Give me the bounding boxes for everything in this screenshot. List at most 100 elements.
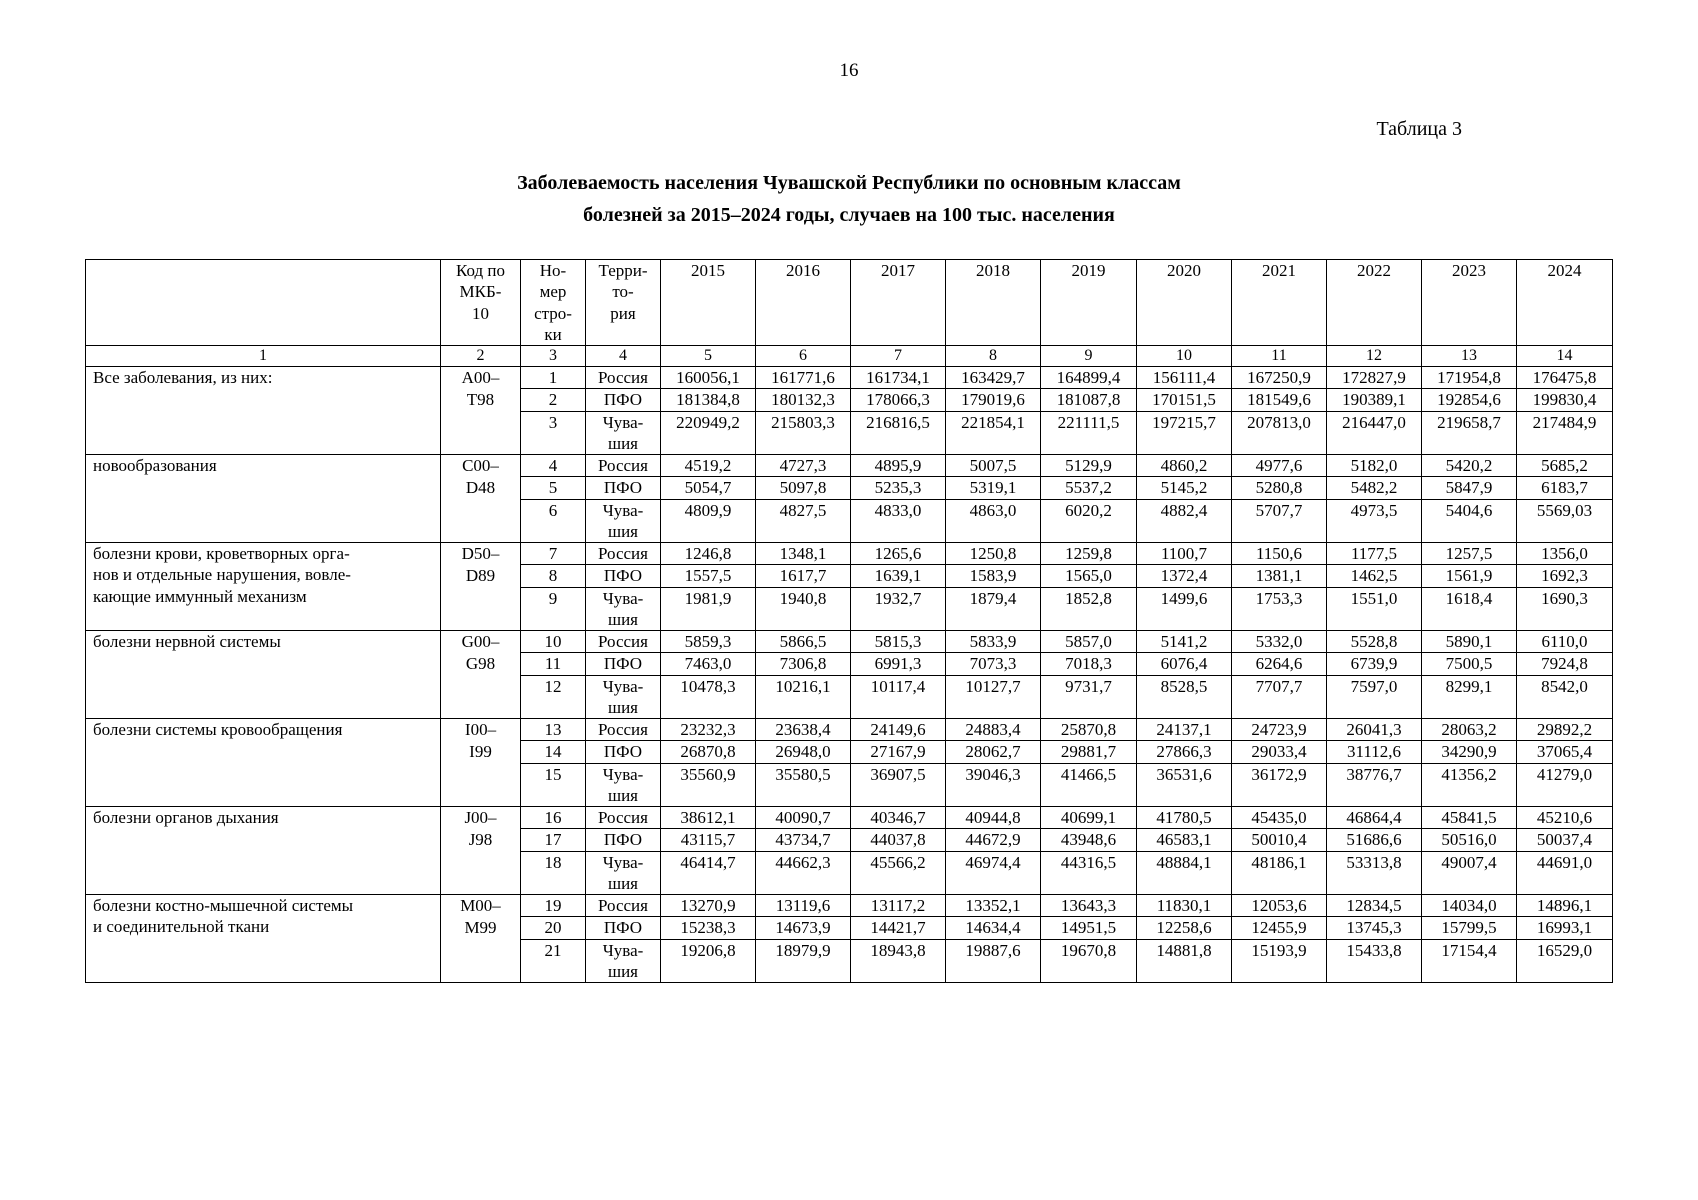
value-cell: 176475,8	[1516, 365, 1613, 390]
value-cell: 15433,8	[1326, 938, 1422, 983]
value-cell: 45566,2	[850, 850, 946, 895]
value-cell: 5569,03	[1516, 498, 1613, 543]
value-cell: 180132,3	[755, 388, 851, 412]
value-cell: 5404,6	[1421, 498, 1517, 543]
value-cell: 4809,9	[660, 498, 756, 543]
value-cell: 221111,5	[1040, 410, 1137, 455]
territory-cell: ПФО	[585, 388, 661, 412]
value-cell: 36907,5	[850, 762, 946, 807]
value-cell: 15799,5	[1421, 916, 1517, 940]
value-cell: 46583,1	[1136, 828, 1232, 852]
table-row: болезни органов дыхания J00– J98 16 Россия 3…	[85, 805, 1613, 895]
table-row: 9 Чува- шия 1981,9 1940,8 1932,7 1879,4 1852,8…	[86, 586, 1613, 631]
value-cell: 4827,5	[755, 498, 851, 543]
value-cell: 23232,3	[660, 717, 756, 742]
value-cell: 41279,0	[1516, 762, 1613, 807]
row-number-cell: 8	[520, 564, 586, 588]
value-cell: 5866,5	[755, 629, 851, 654]
value-cell: 5007,5	[945, 453, 1041, 478]
value-cell: 164899,4	[1040, 365, 1137, 390]
column-number-cell: 4	[585, 345, 661, 367]
table-body: Все заболевания, из них: A00– T98 1 Россия 1…	[85, 365, 1613, 983]
value-cell: 181384,8	[660, 388, 756, 412]
table-row: новообразования C00– D48 4 Россия 4519,2 4727…	[85, 453, 1613, 543]
row-number-cell: 15	[520, 762, 586, 807]
territory-cell: Чува- шия	[585, 850, 661, 895]
column-number-cell: 3	[520, 345, 586, 367]
row-number-cell: 3	[520, 410, 586, 455]
value-cell: 11830,1	[1136, 893, 1232, 918]
value-cell: 1177,5	[1326, 541, 1422, 566]
value-cell: 5141,2	[1136, 629, 1232, 654]
value-cell: 53313,8	[1326, 850, 1422, 895]
value-cell: 44691,0	[1516, 850, 1613, 895]
value-cell: 1879,4	[945, 586, 1041, 631]
value-cell: 14673,9	[755, 916, 851, 940]
table-row: 6 Чува- шия 4809,9 4827,5 4833,0 4863,0 6020,2…	[86, 498, 1613, 543]
value-cell: 38612,1	[660, 805, 756, 830]
value-cell: 5332,0	[1231, 629, 1327, 654]
value-cell: 12455,9	[1231, 916, 1327, 940]
value-cell: 5482,2	[1326, 476, 1422, 500]
territory-cell: Россия	[585, 717, 661, 742]
column-number-cell: 6	[755, 345, 851, 367]
table-row: болезни системы кровообращения I00– I99 13…	[85, 717, 1613, 807]
value-cell: 1381,1	[1231, 564, 1327, 588]
header-year: 2018	[945, 259, 1041, 346]
table-row: 3 Чува- шия 220949,2 215803,3 216816,5 221854…	[86, 410, 1613, 455]
value-cell: 19887,6	[945, 938, 1041, 983]
header-year: 2023	[1421, 259, 1517, 346]
value-cell: 39046,3	[945, 762, 1041, 807]
value-cell: 19206,8	[660, 938, 756, 983]
value-cell: 1100,7	[1136, 541, 1232, 566]
disease-name-cell: болезни органов дыхания	[85, 806, 441, 895]
territory-cell: Чува- шия	[585, 762, 661, 807]
value-cell: 5859,3	[660, 629, 756, 654]
value-cell: 1499,6	[1136, 586, 1232, 631]
value-cell: 5280,8	[1231, 476, 1327, 500]
header-year: 2024	[1516, 259, 1613, 346]
value-cell: 5685,2	[1516, 453, 1613, 478]
table-row: болезни крови, кроветворных орга- нов и …	[85, 541, 1613, 631]
value-cell: 27866,3	[1136, 740, 1232, 764]
value-cell: 13270,9	[660, 893, 756, 918]
mkb-code-cell: J00– J98	[440, 806, 521, 895]
table-row: 12 Чува- шия 10478,3 10216,1 10117,4 10127,7 9…	[86, 674, 1613, 719]
value-cell: 163429,7	[945, 365, 1041, 390]
value-cell: 6991,3	[850, 652, 946, 676]
table-row: 14 ПФО 26870,8 26948,0 27167,9 28062,7 29881,7…	[86, 740, 1613, 764]
mkb-code-cell: D50– D89	[440, 542, 521, 631]
value-cell: 5537,2	[1040, 476, 1137, 500]
value-cell: 13352,1	[945, 893, 1041, 918]
value-cell: 217484,9	[1516, 410, 1613, 455]
value-cell: 179019,6	[945, 388, 1041, 412]
value-cell: 207813,0	[1231, 410, 1327, 455]
table-row: 5 ПФО 5054,7 5097,8 5235,3 5319,1 5537,2 5145,2…	[86, 476, 1613, 500]
table-row: 21 Чува- шия 19206,8 18979,9 18943,8 19887,6 1…	[86, 938, 1613, 983]
row-number-cell: 5	[520, 476, 586, 500]
header-year: 2020	[1136, 259, 1232, 346]
value-cell: 9731,7	[1040, 674, 1137, 719]
value-cell: 23638,4	[755, 717, 851, 742]
value-cell: 13643,3	[1040, 893, 1137, 918]
value-cell: 215803,3	[755, 410, 851, 455]
value-cell: 1639,1	[850, 564, 946, 588]
row-number-cell: 18	[520, 850, 586, 895]
value-cell: 44316,5	[1040, 850, 1137, 895]
table-title-line1: Заболеваемость населения Чувашской Респу…	[517, 172, 1181, 194]
value-cell: 5890,1	[1421, 629, 1517, 654]
row-number-cell: 17	[520, 828, 586, 852]
value-cell: 1557,5	[660, 564, 756, 588]
column-number-cell: 10	[1136, 345, 1232, 367]
value-cell: 28063,2	[1421, 717, 1517, 742]
mkb-code-cell: I00– I99	[440, 718, 521, 807]
value-cell: 161734,1	[850, 365, 946, 390]
column-number-cell: 5	[660, 345, 756, 367]
value-cell: 12258,6	[1136, 916, 1232, 940]
value-cell: 5145,2	[1136, 476, 1232, 500]
value-cell: 5182,0	[1326, 453, 1422, 478]
value-cell: 178066,3	[850, 388, 946, 412]
column-number-cell: 14	[1516, 345, 1613, 367]
value-cell: 1372,4	[1136, 564, 1232, 588]
value-cell: 14951,5	[1040, 916, 1137, 940]
